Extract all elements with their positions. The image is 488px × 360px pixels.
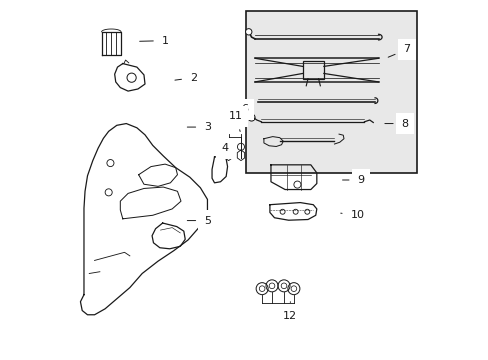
Text: 9: 9: [342, 175, 364, 185]
Bar: [246, 11, 417, 173]
Text: 3: 3: [187, 122, 210, 132]
Text: 5: 5: [187, 216, 210, 226]
Text: 12: 12: [283, 302, 297, 321]
Text: 4: 4: [220, 143, 228, 153]
Text: 11: 11: [228, 112, 242, 131]
Bar: [302, 61, 323, 79]
Text: 7: 7: [387, 45, 409, 57]
Circle shape: [245, 29, 251, 35]
Text: 10: 10: [340, 210, 364, 220]
Text: 1: 1: [140, 36, 168, 46]
Text: 6: 6: [241, 104, 248, 114]
Text: 2: 2: [175, 73, 197, 83]
Text: 8: 8: [384, 118, 408, 129]
